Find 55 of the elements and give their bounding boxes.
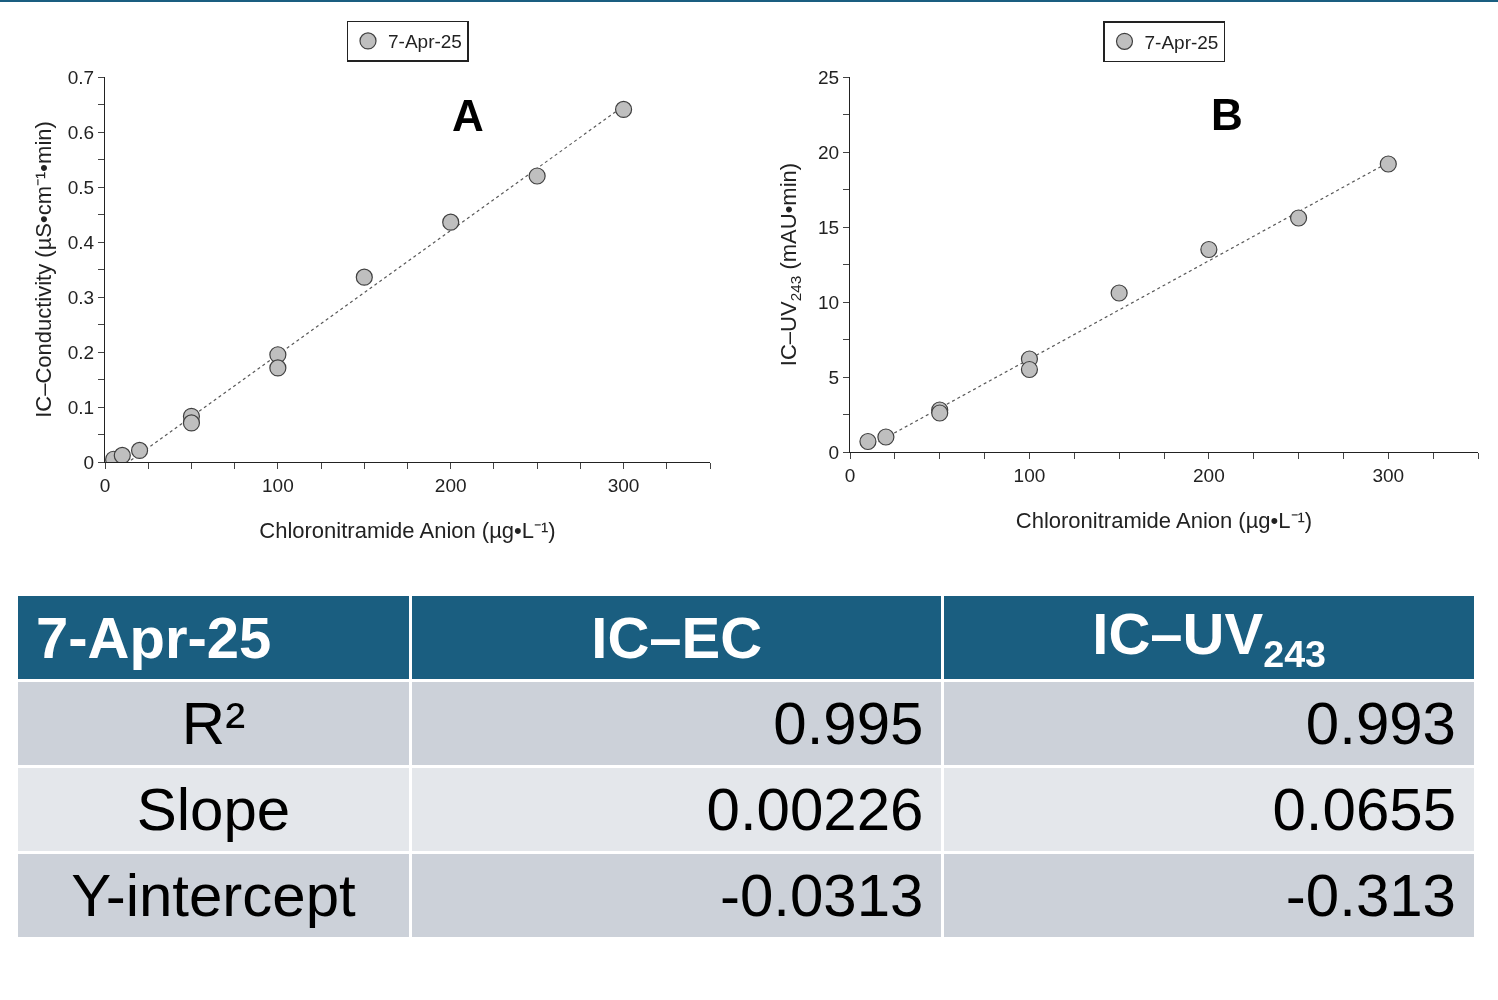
point: [113, 446, 131, 462]
y-tick-label: 0.5: [67, 176, 95, 198]
y-tick-label: 0.3: [67, 286, 95, 308]
text: -0.313: [1285, 862, 1456, 929]
x-tick-label: 200: [1193, 464, 1225, 486]
x-axis-title: Chloronitramide Anion (µg•L⁻¹): [259, 518, 556, 543]
point: [182, 414, 201, 432]
category-label: R²: [181, 690, 246, 757]
y-tick-label: 10: [818, 291, 840, 313]
x-tick-label: 100: [1013, 464, 1046, 486]
x-tick-label: 200: [434, 474, 467, 496]
point: [614, 100, 633, 119]
y-tick-label: 0.1: [67, 396, 95, 418]
point: [1200, 240, 1218, 259]
x-tick-label: 0: [844, 464, 856, 486]
text: 0.00226: [706, 776, 924, 843]
text: 0.993: [1305, 690, 1456, 757]
annotation: B: [1211, 90, 1243, 139]
y-axis-title: IC–Conductivity (µS•cm⁻¹•min): [31, 121, 56, 418]
text: 0.995: [773, 690, 924, 757]
category-label: Slope: [136, 776, 291, 843]
text: 0.0655: [1272, 776, 1456, 843]
point: [1289, 209, 1308, 227]
point: [1020, 360, 1039, 379]
x-axis-title: Chloronitramide Anion (µg•L⁻¹): [1015, 508, 1313, 533]
y-tick-label: 0.4: [67, 231, 95, 253]
legend-label: 7-Apr-25: [388, 31, 462, 53]
point: [1379, 155, 1397, 173]
x-tick-label: 300: [607, 474, 640, 496]
category-label: IC–UV$_{243}$: [942, 594, 1476, 681]
x-tick-label: 300: [1372, 464, 1405, 486]
point: [528, 167, 546, 185]
category-label: IC–EC: [410, 594, 943, 681]
text: -0.0313: [719, 862, 924, 929]
y-tick-label: 20: [818, 141, 840, 163]
point: [442, 213, 460, 231]
y-tick-label: 0.6: [67, 121, 95, 143]
y-tick-label: 0.7: [67, 66, 95, 88]
y-tick-label: 0.2: [67, 341, 95, 363]
category-label: Y-intercept: [71, 862, 356, 929]
point: [877, 428, 895, 446]
point: [1110, 284, 1128, 302]
text: 7-Apr-25: [16, 594, 411, 681]
y-tick-label: 15: [818, 216, 840, 238]
point: [269, 359, 287, 377]
y-tick-label: 0: [828, 441, 840, 463]
y-tick-label: 5: [828, 366, 840, 388]
point: [355, 268, 373, 286]
legend-label: 7-Apr-25: [1144, 31, 1219, 53]
y-tick-label: 25: [818, 66, 840, 88]
point: [859, 432, 877, 451]
annotation: A: [452, 91, 484, 140]
point: [130, 441, 149, 460]
x-tick-label: 100: [262, 474, 294, 496]
x-tick-label: 0: [99, 474, 111, 496]
